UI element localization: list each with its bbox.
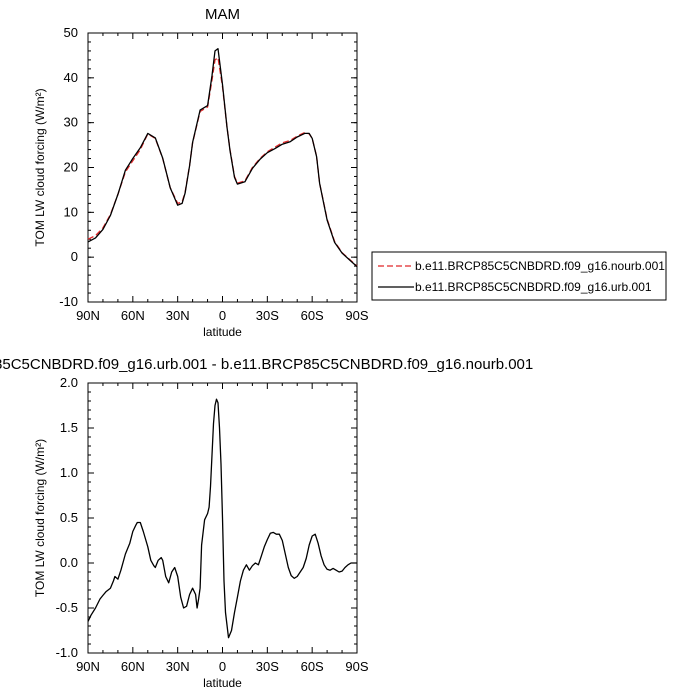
x-tick-label: 60S [301,308,324,323]
y-tick-label: 10 [64,204,78,219]
plot-title: MAM [205,6,240,23]
y-tick-label: 0 [71,249,78,264]
plot-difference: 90N 60N 30N 0 30S 60S 90S -1.0 -0.5 0.0 0.5 1.0 1.5 2… [0,356,533,690]
x-axis-label: latitude [203,676,242,690]
y-tick-label: 0.5 [60,510,78,525]
x-tick-label: 60N [121,308,145,323]
x-axis-label: latitude [203,325,242,339]
legend-label: b.e11.BRCP85C5CNBDRD.f09_g16.nourb.001 [415,259,665,273]
y-tick-label: -0.5 [56,600,78,615]
y-tick-label: -10 [59,294,78,309]
x-tick-label: 90S [345,659,368,674]
series-line [87,398,357,639]
x-tick-label: 0 [219,308,226,323]
y-tick-label: 20 [64,160,78,175]
x-tick-label: 30S [256,308,279,323]
y-tick-label: 0.0 [60,555,78,570]
x-tick-label: 30N [166,659,190,674]
y-tick-label: 40 [64,70,78,85]
y-tick-label: 1.5 [60,420,78,435]
x-tick-label: 90S [345,308,368,323]
plot-mam: 90N 60N 30N 0 30S 60S 90S -10 0 10 20 30 40 50 MAM lati… [33,6,667,339]
x-tick-label: 90N [76,659,100,674]
legend-box [371,251,667,301]
plot-title: b.e11.BRCP85C5CNBDRD.f09_g16.urb.001 - b… [0,356,533,373]
y-tick-label: 50 [64,25,78,40]
y-tick-label: 2.0 [60,375,78,390]
x-tick-label: 90N [76,308,100,323]
x-tick-label: 60S [301,659,324,674]
x-tick-label: 60N [121,659,145,674]
x-tick-label: 30S [256,659,279,674]
x-tick-label: 30N [166,308,190,323]
y-axis-label: TOM LW cloud forcing (W/m²) [33,88,47,246]
y-axis-label: TOM LW cloud forcing (W/m²) [33,439,47,597]
legend-label: b.e11.BRCP85C5CNBDRD.f09_g16.urb.001 [415,280,652,294]
x-tick-label: 0 [219,659,226,674]
y-tick-label: -1.0 [56,645,78,660]
series-line [87,48,358,268]
y-tick-label: 30 [64,115,78,130]
y-tick-label: 1.0 [60,465,78,480]
